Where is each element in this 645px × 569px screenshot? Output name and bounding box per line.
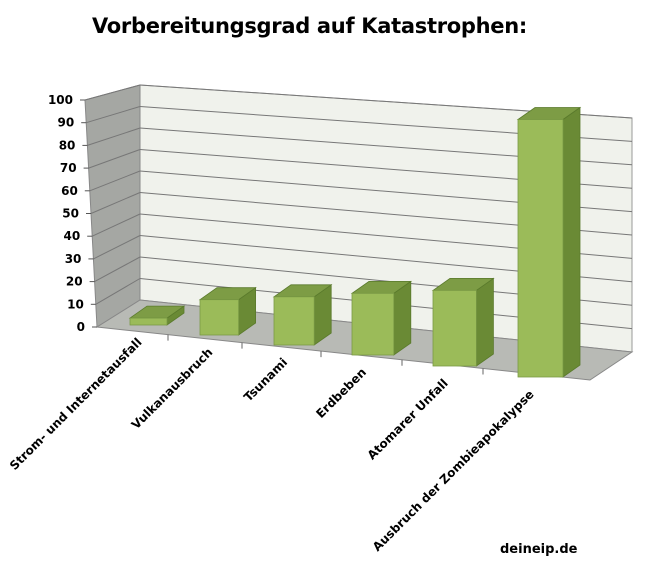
gridline-side [87, 127, 141, 146]
bar [129, 317, 168, 326]
bar-side [475, 277, 494, 367]
y-tick-label: 80 [59, 138, 76, 152]
gridline-side [93, 235, 141, 260]
y-tick-label: 30 [65, 252, 82, 266]
bar [199, 299, 239, 336]
y-tick-label: 20 [66, 275, 83, 289]
gridline-side [84, 84, 141, 101]
y-tick-label: 70 [60, 161, 77, 175]
y-tick-label: 100 [48, 93, 73, 107]
bar-side [562, 106, 581, 378]
bar-side [393, 280, 412, 356]
bar [273, 296, 315, 346]
y-tick-label: 50 [62, 207, 79, 221]
gridline-side [95, 278, 141, 305]
gridline-side [94, 256, 141, 283]
y-tick-label: 60 [61, 184, 78, 198]
gridline-side [89, 170, 141, 192]
bar [432, 289, 477, 367]
gridline-side [90, 192, 141, 214]
x-tick-label: Ausbruch der Zombieapokalypse [370, 387, 537, 554]
source-credit: deineip.de [500, 542, 578, 557]
y-tick-label: 10 [67, 297, 84, 311]
y-tick-label: 40 [63, 229, 80, 243]
x-tick-label: Atomarer Unfall [365, 376, 451, 462]
gridline-side [91, 213, 141, 237]
bar [351, 292, 395, 356]
side-wall [84, 84, 141, 328]
y-tick-label: 90 [57, 116, 74, 130]
x-tick-label: Erdbeben [313, 365, 369, 421]
chart-title: Vorbereitungsgrad auf Katastrophen: [92, 14, 527, 38]
x-tick-label: Vulkanausbruch [129, 345, 216, 432]
bar [517, 119, 564, 378]
gridline-side [86, 106, 141, 124]
gridline-side [88, 149, 141, 169]
y-tick-label: 0 [77, 320, 85, 334]
x-tick-label: Strom- und Internetausfall [7, 335, 145, 473]
x-tick-label: Tsunami [241, 355, 290, 404]
